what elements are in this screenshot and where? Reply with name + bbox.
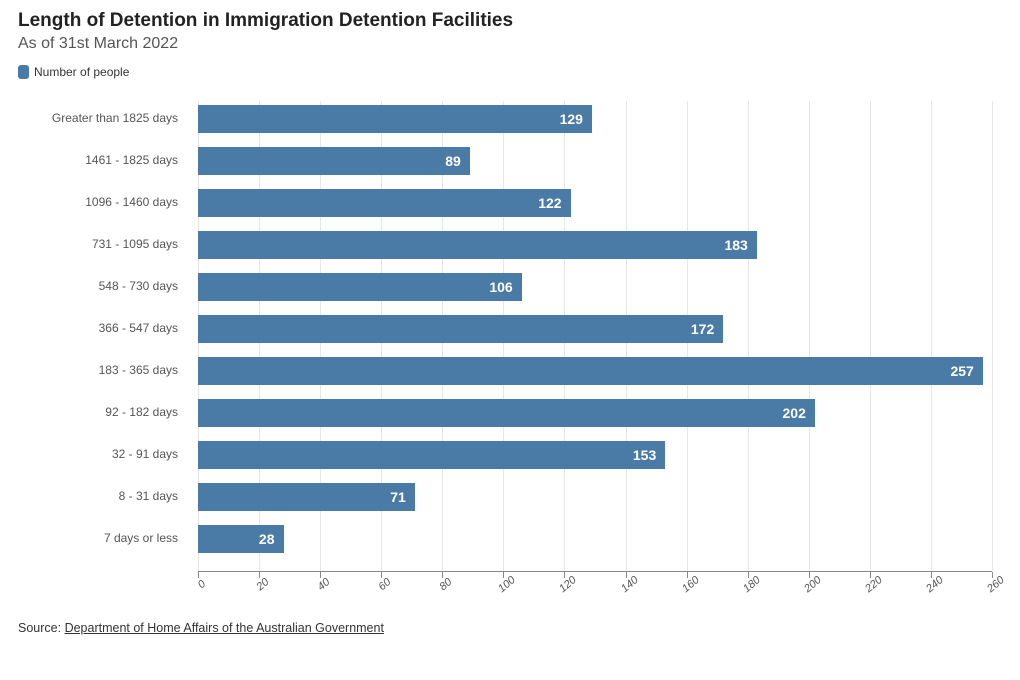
bar-row: 89 [198, 147, 992, 175]
bar-row: 129 [198, 105, 992, 133]
source-link[interactable]: Department of Home Affairs of the Austra… [65, 621, 384, 635]
bar-row: 28 [198, 525, 992, 553]
chart-title: Length of Detention in Immigration Deten… [18, 10, 1002, 32]
bar: 89 [198, 147, 470, 175]
x-tick [870, 572, 871, 578]
x-tick-label: 0 [196, 578, 208, 591]
x-tick [503, 572, 504, 578]
x-tick-label: 100 [496, 574, 518, 595]
x-tick [748, 572, 749, 578]
bar: 183 [198, 231, 757, 259]
x-tick [381, 572, 382, 578]
x-tick [320, 572, 321, 578]
bar: 129 [198, 105, 592, 133]
x-axis: 020406080100120140160180200220240260 [198, 571, 992, 611]
x-tick-label: 240 [924, 574, 946, 595]
bar-row: 153 [198, 441, 992, 469]
y-category-label: 92 - 182 days [18, 405, 188, 419]
bar: 172 [198, 315, 723, 343]
gridline [992, 101, 993, 571]
x-tick-label: 120 [557, 574, 579, 595]
y-category-label: 731 - 1095 days [18, 237, 188, 251]
legend: Number of people [18, 65, 1002, 79]
legend-swatch [18, 65, 29, 79]
x-tick [626, 572, 627, 578]
y-category-label: 366 - 547 days [18, 321, 188, 335]
x-tick-label: 200 [802, 574, 824, 595]
x-tick [931, 572, 932, 578]
y-category-label: 8 - 31 days [18, 489, 188, 503]
chart-subtitle: As of 31st March 2022 [18, 35, 1002, 53]
y-category-label: Greater than 1825 days [18, 111, 188, 125]
y-category-label: 183 - 365 days [18, 363, 188, 377]
x-tick [442, 572, 443, 578]
x-tick [992, 572, 993, 578]
x-tick-label: 20 [254, 576, 271, 593]
x-tick-label: 160 [680, 574, 702, 595]
y-category-label: 1096 - 1460 days [18, 195, 188, 209]
x-tick [809, 572, 810, 578]
x-tick-label: 60 [377, 576, 394, 593]
x-tick-label: 220 [863, 574, 885, 595]
plot-region: 129 89 122 183 106 172 257 202 153 71 28 [198, 101, 992, 571]
x-tick [198, 572, 199, 578]
bar: 153 [198, 441, 665, 469]
x-tick-label: 260 [985, 574, 1007, 595]
y-category-label: 548 - 730 days [18, 279, 188, 293]
bar-row: 106 [198, 273, 992, 301]
x-tick-label: 40 [315, 576, 332, 593]
legend-label: Number of people [34, 65, 129, 79]
chart-area: 129 89 122 183 106 172 257 202 153 71 28 Greater t… [18, 101, 1002, 611]
bar-row: 122 [198, 189, 992, 217]
bar-row: 183 [198, 231, 992, 259]
bar-row: 202 [198, 399, 992, 427]
y-category-label: 1461 - 1825 days [18, 153, 188, 167]
x-tick-label: 80 [438, 576, 455, 593]
bar: 257 [198, 357, 983, 385]
x-tick [259, 572, 260, 578]
x-tick-label: 180 [741, 574, 763, 595]
bar-row: 71 [198, 483, 992, 511]
bar: 28 [198, 525, 284, 553]
bar: 122 [198, 189, 571, 217]
bar-row: 257 [198, 357, 992, 385]
x-tick-label: 140 [618, 574, 640, 595]
bar: 106 [198, 273, 522, 301]
bar-row: 172 [198, 315, 992, 343]
source-prefix: Source: [18, 621, 65, 635]
x-tick [687, 572, 688, 578]
source-line: Source: Department of Home Affairs of th… [18, 621, 1002, 635]
bar: 202 [198, 399, 815, 427]
y-category-label: 7 days or less [18, 531, 188, 545]
y-category-label: 32 - 91 days [18, 447, 188, 461]
bar: 71 [198, 483, 415, 511]
